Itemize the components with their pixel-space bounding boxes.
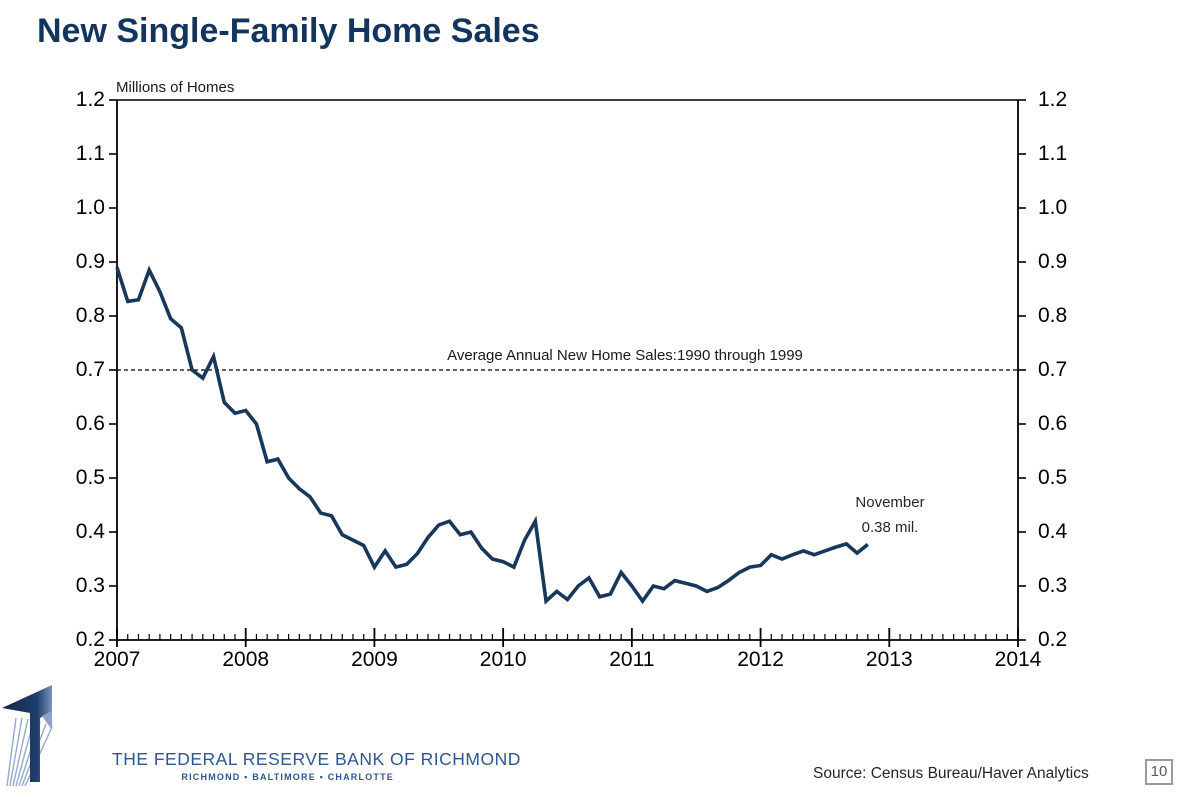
logo-arrow-shape: [2, 685, 52, 782]
bank-name: THE FEDERAL RESERVE BANK OF RICHMOND: [112, 749, 521, 769]
y-axis-label: 0.8: [75, 304, 105, 327]
reference-line-label: Average Annual New Home Sales:1990 throu…: [447, 347, 803, 364]
x-axis-label: 2007: [93, 648, 141, 671]
x-axis-label: 2013: [865, 648, 913, 671]
y-axis-label: 0.3: [75, 574, 105, 597]
y-axis-label: 1.1: [75, 142, 105, 165]
page-title: New Single-Family Home Sales: [37, 12, 540, 50]
y-axis-label: 0.5: [75, 466, 105, 489]
source-note: Source: Census Bureau/Haver Analytics: [813, 765, 1089, 782]
y-axis-label: 0.9: [1038, 250, 1068, 273]
y-axis-label: 0.4: [1038, 520, 1068, 543]
y-axis-label: 1.2: [75, 88, 105, 111]
page-number-badge: 10: [1145, 759, 1173, 785]
y-axis-unit-label: Millions of Homes: [116, 79, 235, 96]
last-point-annotation: November 0.38 mil.: [810, 490, 970, 540]
x-axis-label: 2008: [222, 648, 270, 671]
x-axis-label: 2014: [994, 648, 1042, 671]
y-axis-label: 1.0: [75, 196, 105, 219]
y-axis-label: 0.8: [1038, 304, 1068, 327]
y-axis-label: 1.2: [1038, 88, 1068, 111]
y-axis-label: 0.6: [1038, 412, 1068, 435]
y-axis-label: 0.7: [1038, 358, 1068, 381]
richmond-fed-logo-icon: [2, 685, 53, 787]
y-axis-label: 0.9: [75, 250, 105, 273]
y-axis-label: 0.2: [1038, 628, 1068, 651]
y-axis-label: 0.3: [1038, 574, 1068, 597]
bank-cities: RICHMOND ▪ BALTIMORE ▪ CHARLOTTE: [181, 772, 394, 782]
annotation-month: November: [855, 494, 925, 511]
x-axis-label: 2011: [609, 648, 655, 671]
y-axis-label: 0.5: [1038, 466, 1068, 489]
y-axis-label: 0.4: [75, 520, 105, 543]
y-axis-label: 0.6: [75, 412, 105, 435]
y-axis-label: 1.1: [1038, 142, 1068, 165]
x-axis-label: 2012: [737, 648, 784, 671]
y-axis-label: 0.7: [75, 358, 105, 381]
y-axis-label: 1.0: [1038, 196, 1068, 219]
annotation-value: 0.38 mil.: [861, 519, 919, 536]
y-axis-label: 0.2: [75, 628, 105, 651]
x-axis-label: 2009: [351, 648, 398, 671]
x-axis-label: 2010: [479, 648, 527, 671]
home-sales-line-series: [115, 265, 869, 605]
